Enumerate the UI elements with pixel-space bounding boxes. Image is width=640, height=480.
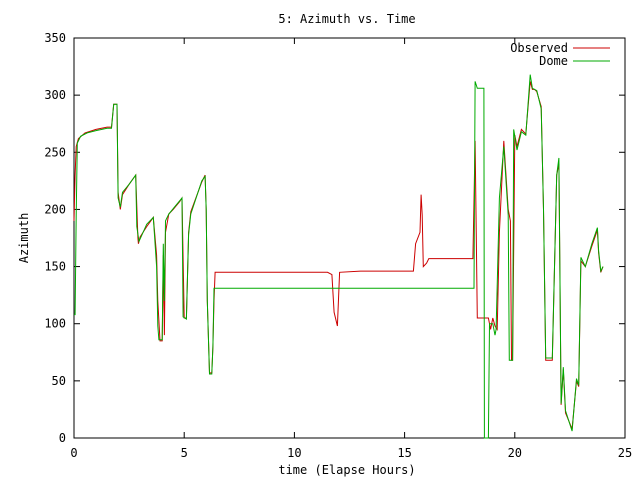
y-tick-label: 150	[44, 260, 66, 274]
y-tick-label: 50	[52, 374, 66, 388]
y-tick-label: 200	[44, 202, 66, 216]
x-tick-label: 25	[618, 446, 632, 460]
x-axis-label: time (Elapse Hours)	[278, 463, 415, 477]
x-axis: 0 5 10 15 20 25	[70, 38, 632, 460]
x-tick-label: 5	[181, 446, 188, 460]
plot-frame	[73, 37, 626, 439]
series-line-dome	[74, 74, 604, 439]
y-tick-label: 300	[44, 88, 66, 102]
y-tick-label: 100	[44, 317, 66, 331]
x-tick-label: 10	[287, 446, 301, 460]
legend-label-observed: Observed	[510, 41, 568, 55]
x-tick-label: 15	[397, 446, 411, 460]
y-tick-label: 250	[44, 145, 66, 159]
legend-label-dome: Dome	[539, 54, 568, 68]
x-tick-label: 0	[70, 446, 77, 460]
y-tick-label: 0	[59, 431, 66, 445]
x-tick-label: 20	[508, 446, 522, 460]
y-tick-label: 350	[44, 31, 66, 45]
series-group	[73, 74, 604, 439]
y-axis: 0 50 100 150 200 250 300 350	[44, 31, 625, 445]
chart-title: 5: Azimuth vs. Time	[278, 12, 415, 26]
y-axis-label: Azimuth	[17, 213, 31, 264]
